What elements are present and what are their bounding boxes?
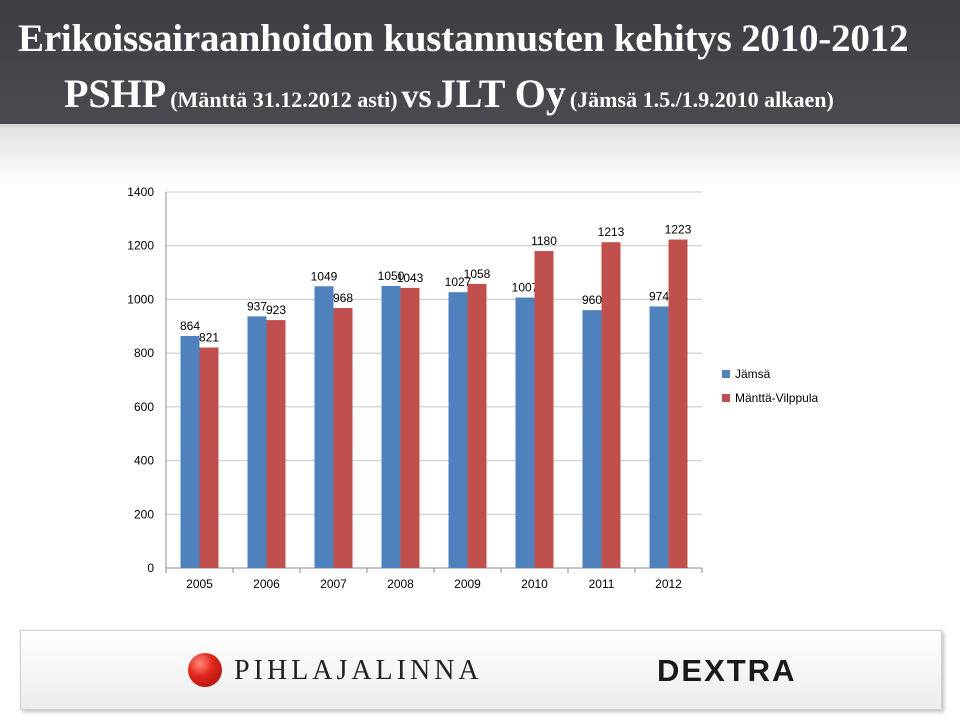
- data-label: 1043: [397, 271, 424, 285]
- data-label: 960: [582, 293, 602, 307]
- subtitle-mantta-note: (Mänttä 31.12.2012 asti): [170, 87, 398, 112]
- bar-jamsa-2010: [515, 297, 535, 568]
- subtitle-vs: vs: [401, 78, 432, 115]
- slide-header: Erikoissairaanhoidon kustannusten kehity…: [0, 0, 960, 127]
- data-label: 1027: [445, 275, 472, 289]
- x-tick-label: 2012: [655, 577, 682, 591]
- bar-jamsa-2012: [649, 306, 669, 568]
- bar-jamsa-2009: [448, 292, 468, 568]
- y-tick-label: 200: [134, 507, 154, 521]
- subtitle-jamsa-note: (Jämsä 1.5./1.9.2010 alkaen): [569, 87, 834, 112]
- legend-swatch: [722, 370, 730, 378]
- data-label: 864: [180, 319, 200, 333]
- data-label: 1058: [464, 267, 491, 281]
- data-label: 1007: [512, 281, 539, 295]
- x-tick-label: 2007: [320, 577, 347, 591]
- subtitle-pshp: PSHP: [64, 71, 167, 116]
- pihlajalinna-logo-icon: [188, 653, 222, 687]
- header-fade: [0, 127, 960, 187]
- bar-jamsa-2008: [381, 286, 401, 568]
- x-tick-label: 2009: [454, 577, 481, 591]
- bar-jamsa-2007: [314, 286, 334, 568]
- bar-mantta-2005: [199, 347, 219, 568]
- x-tick-label: 2011: [589, 577, 615, 591]
- data-label: 1213: [598, 225, 625, 239]
- y-tick-label: 1200: [127, 239, 154, 253]
- bar-jamsa-2005: [180, 335, 200, 568]
- x-tick-label: 2010: [521, 577, 548, 591]
- x-tick-label: 2006: [253, 577, 280, 591]
- data-label: 1180: [531, 234, 557, 248]
- pihlajalinna-logo: PIHLAJALINNA: [234, 655, 483, 686]
- data-label: 937: [247, 299, 267, 313]
- legend-label: Jämsä: [735, 367, 771, 381]
- slide-subtitle: PSHP (Mänttä 31.12.2012 asti) vs JLT Oy …: [64, 70, 954, 117]
- dextra-logo: DEXTRA: [657, 653, 797, 688]
- bar-mantta-2012: [668, 239, 688, 568]
- y-tick-label: 800: [134, 346, 154, 360]
- bar-mantta-2007: [333, 308, 353, 568]
- bar-mantta-2010: [534, 251, 554, 569]
- y-tick-label: 0: [147, 561, 154, 575]
- data-label: 968: [333, 291, 353, 305]
- slide-title: Erikoissairaanhoidon kustannusten kehity…: [18, 17, 909, 60]
- y-tick-label: 1000: [127, 292, 154, 306]
- data-label: 1050: [378, 269, 405, 283]
- data-label: 1049: [311, 269, 338, 283]
- data-label: 974: [649, 289, 669, 303]
- data-label: 923: [266, 303, 286, 317]
- bar-mantta-2006: [266, 320, 286, 568]
- y-tick-label: 1400: [127, 185, 154, 199]
- footer-logos: PIHLAJALINNA DEXTRA: [20, 630, 942, 710]
- data-label: 821: [199, 331, 219, 345]
- legend-swatch: [722, 394, 730, 402]
- data-label: 1223: [665, 223, 692, 237]
- legend-label: Mänttä-Vilppula: [735, 391, 818, 405]
- subtitle-jlt: JLT Oy: [435, 71, 566, 116]
- y-tick-label: 600: [134, 400, 154, 414]
- x-tick-label: 2005: [186, 577, 213, 591]
- bar-jamsa-2011: [582, 310, 602, 568]
- bar-mantta-2009: [467, 283, 487, 568]
- bar-jamsa-2006: [247, 316, 267, 568]
- x-tick-label: 2008: [387, 577, 414, 591]
- y-tick-label: 400: [134, 454, 154, 468]
- bar-mantta-2008: [400, 287, 420, 568]
- bar-mantta-2011: [601, 242, 621, 569]
